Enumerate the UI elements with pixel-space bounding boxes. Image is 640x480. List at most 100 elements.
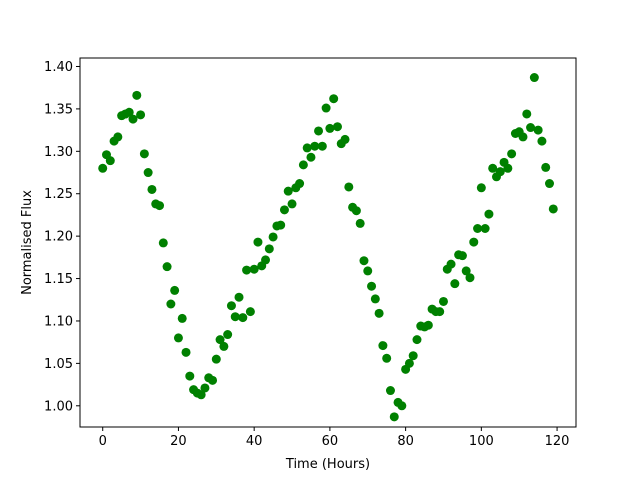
data-points <box>98 73 558 422</box>
data-point-83 <box>412 335 422 345</box>
data-point-55 <box>306 152 316 162</box>
data-point-37 <box>238 313 248 323</box>
data-point-101 <box>480 224 490 233</box>
data-point-96 <box>461 266 471 276</box>
x-tick-label-2: 40 <box>246 434 263 449</box>
data-point-99 <box>473 224 483 233</box>
data-point-75 <box>382 353 392 363</box>
data-point-58 <box>317 141 327 151</box>
x-tick-label-5: 100 <box>469 434 494 449</box>
plot-area-frame <box>79 57 577 428</box>
data-point-98 <box>469 237 479 247</box>
data-point-34 <box>226 301 236 311</box>
data-point-19 <box>170 285 180 295</box>
data-point-107 <box>503 163 513 173</box>
data-point-0 <box>98 163 108 173</box>
data-point-30 <box>211 354 221 364</box>
data-point-64 <box>340 134 350 144</box>
x-tick-label-3: 60 <box>322 434 339 449</box>
data-point-2 <box>105 156 115 166</box>
data-point-50 <box>287 199 297 209</box>
data-point-68 <box>355 218 365 228</box>
data-point-4 <box>113 132 123 142</box>
y-tick-label-3: 1.15 <box>44 272 73 287</box>
y-axis-ticks: 1.00 1.05 1.10 1.15 1.20 1.25 1.30 1.35 1.40 <box>44 60 80 414</box>
data-point-73 <box>374 308 384 318</box>
data-point-49 <box>283 186 293 196</box>
data-point-35 <box>230 312 240 322</box>
data-point-114 <box>529 73 539 83</box>
data-point-21 <box>177 313 187 323</box>
x-tick-label-0: 0 <box>99 434 107 449</box>
y-tick-label-7: 1.35 <box>44 102 73 117</box>
data-point-38 <box>242 265 252 275</box>
data-point-53 <box>298 160 308 170</box>
data-point-93 <box>450 279 460 289</box>
data-point-18 <box>166 299 176 309</box>
data-point-12 <box>143 168 153 178</box>
data-point-15 <box>155 201 165 211</box>
data-point-56 <box>310 141 320 151</box>
data-point-54 <box>302 143 312 153</box>
data-point-82 <box>408 351 418 361</box>
data-point-95 <box>457 251 467 261</box>
data-point-7 <box>124 107 134 117</box>
data-point-22 <box>181 347 191 357</box>
data-point-61 <box>329 94 339 104</box>
data-point-47 <box>276 220 286 230</box>
y-tick-label-0: 1.00 <box>44 399 73 414</box>
data-point-108 <box>507 149 517 159</box>
data-point-71 <box>367 281 377 291</box>
data-point-92 <box>446 259 456 269</box>
data-point-103 <box>488 163 498 173</box>
x-tick-label-4: 80 <box>397 434 414 449</box>
data-point-112 <box>522 109 532 119</box>
data-point-11 <box>139 149 149 159</box>
data-point-33 <box>223 330 233 340</box>
y-axis-label: Normalised Flux <box>20 190 35 295</box>
data-point-57 <box>314 126 324 136</box>
data-point-60 <box>325 123 335 133</box>
y-tick-label-4: 1.20 <box>44 230 73 245</box>
data-point-26 <box>196 390 206 400</box>
y-tick-label-8: 1.40 <box>44 60 73 75</box>
data-point-79 <box>397 401 407 411</box>
data-point-67 <box>351 206 361 216</box>
data-point-119 <box>548 204 558 214</box>
data-point-32 <box>219 341 229 351</box>
data-point-17 <box>162 262 172 272</box>
data-point-86 <box>423 320 433 330</box>
data-point-77 <box>389 412 399 422</box>
data-point-31 <box>215 335 225 345</box>
data-point-9 <box>132 90 142 100</box>
data-point-62 <box>332 122 342 132</box>
x-tick-label-1: 20 <box>170 434 187 449</box>
data-point-45 <box>268 232 278 242</box>
data-point-74 <box>378 341 388 351</box>
y-tick-label-1: 1.05 <box>44 357 73 372</box>
data-point-111 <box>518 132 528 142</box>
x-axis-ticks: 0 20 40 60 80 100 120 <box>99 427 569 449</box>
data-point-115 <box>533 125 543 135</box>
data-point-20 <box>173 333 183 343</box>
data-point-72 <box>370 294 380 304</box>
data-point-76 <box>385 386 395 396</box>
data-point-100 <box>476 183 486 193</box>
data-point-105 <box>495 167 505 177</box>
data-point-65 <box>344 182 354 192</box>
data-point-10 <box>136 110 146 120</box>
data-point-29 <box>208 375 218 385</box>
data-point-44 <box>264 244 274 254</box>
data-point-27 <box>200 383 210 393</box>
data-point-118 <box>545 179 554 189</box>
data-point-8 <box>128 114 138 124</box>
data-point-70 <box>363 266 373 276</box>
data-point-59 <box>321 103 331 113</box>
data-point-39 <box>245 307 255 317</box>
data-point-52 <box>295 179 305 189</box>
data-point-113 <box>526 123 536 133</box>
data-point-23 <box>185 371 195 381</box>
data-point-81 <box>404 358 414 368</box>
